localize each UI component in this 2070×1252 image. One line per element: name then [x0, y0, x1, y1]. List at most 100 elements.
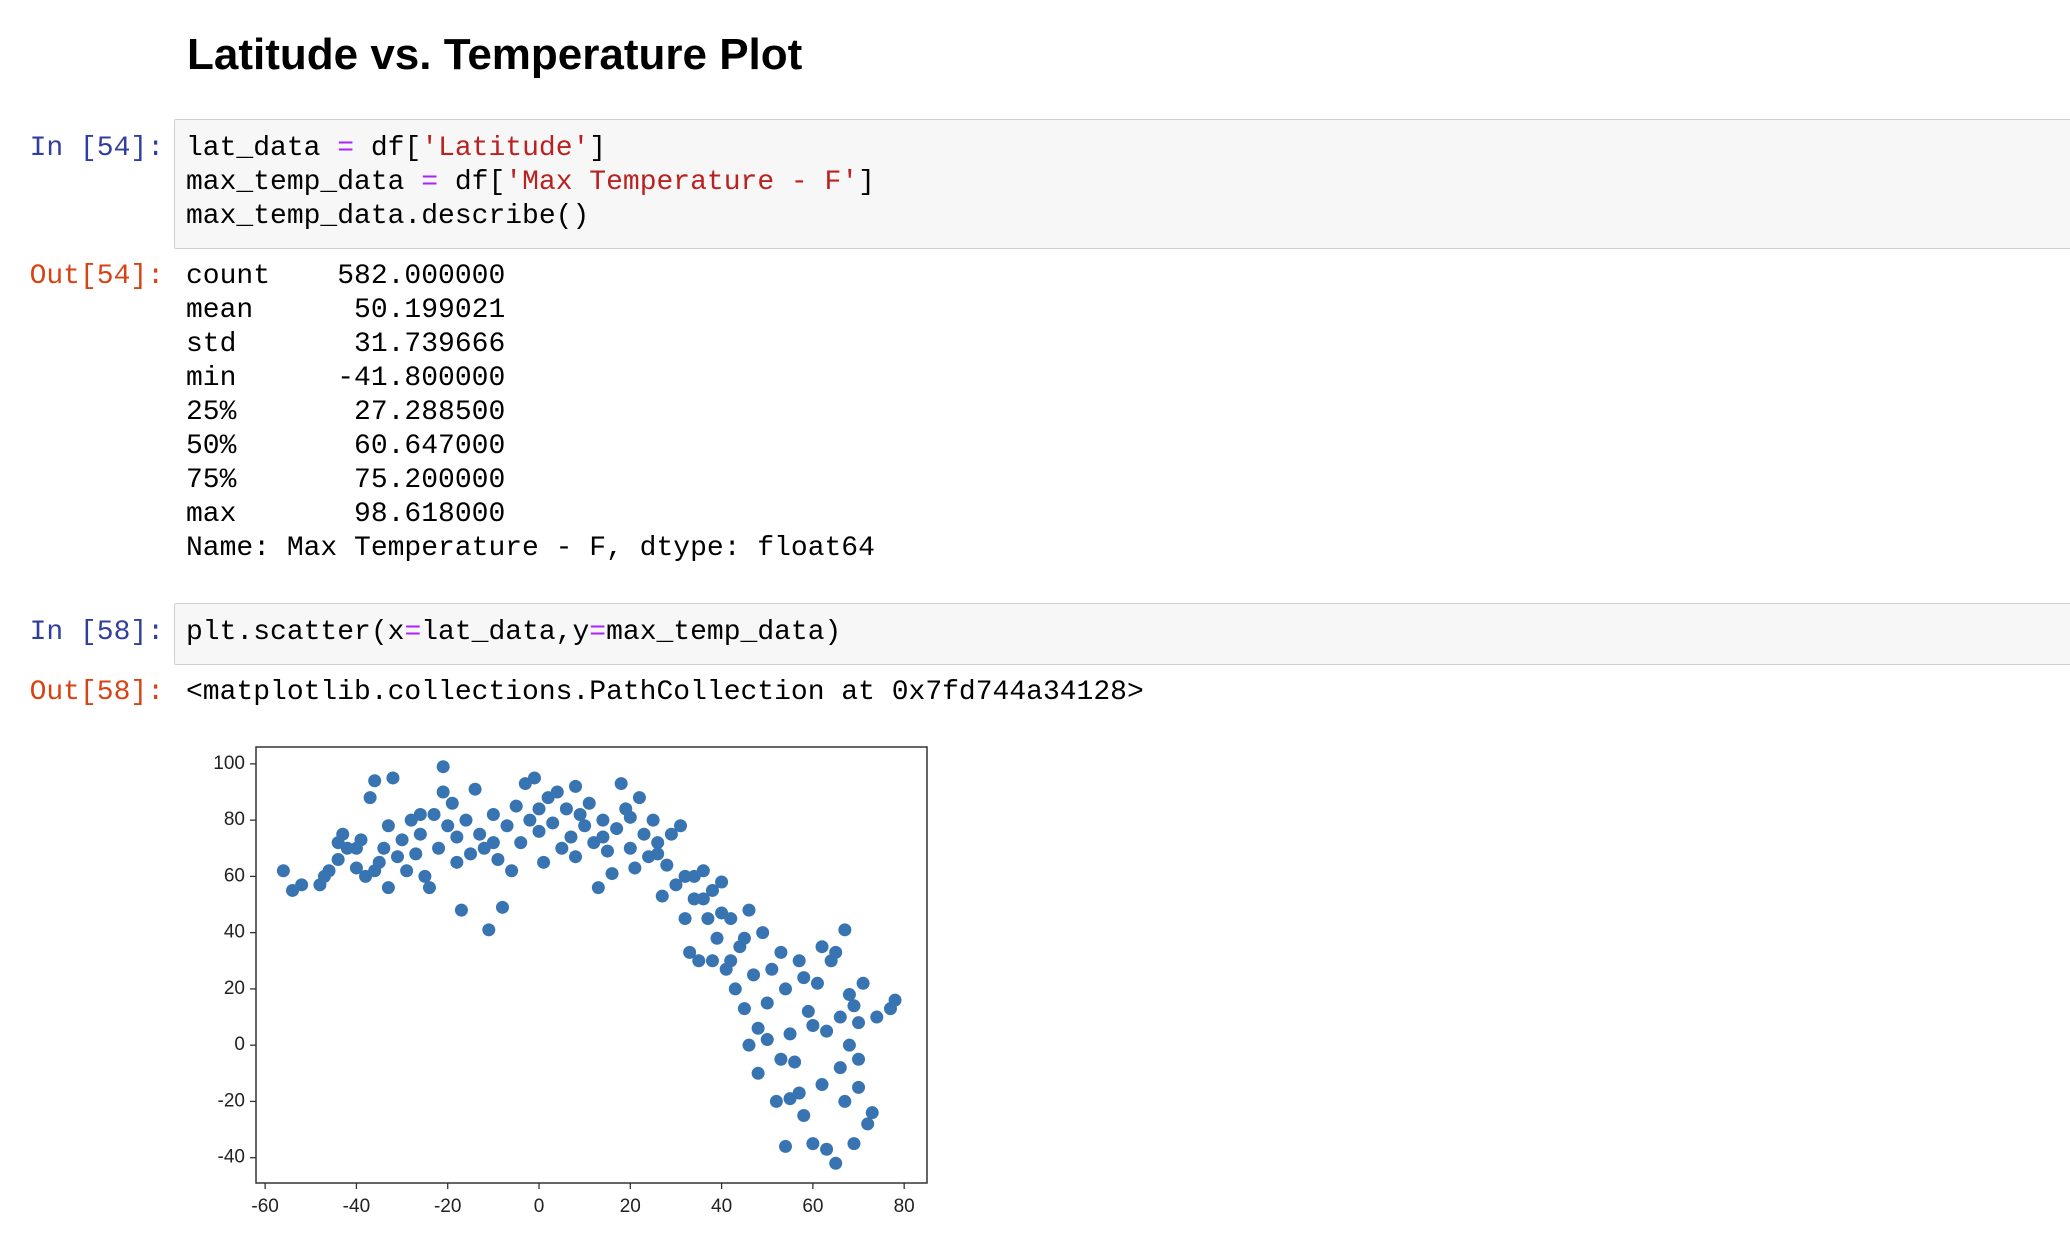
point [715, 875, 729, 889]
point [495, 900, 509, 914]
point [861, 1117, 875, 1131]
point [514, 836, 528, 850]
point [660, 858, 674, 872]
point [377, 841, 391, 855]
y-tick-label: 80 [224, 809, 245, 830]
point [532, 802, 546, 816]
point [550, 785, 564, 799]
point [883, 1002, 897, 1016]
point [852, 1016, 866, 1030]
point [491, 853, 505, 867]
point [596, 813, 610, 827]
point [778, 1139, 792, 1153]
point [669, 878, 683, 892]
out-prompt: Out[54]: [29, 261, 164, 292]
point [454, 903, 468, 917]
point [683, 945, 697, 959]
code-line: plt.scatter(x=lat_data,y=max_temp_data) [186, 617, 842, 648]
point [674, 819, 688, 833]
point [432, 841, 446, 855]
point [829, 1156, 843, 1170]
x-tick-label: 20 [620, 1196, 641, 1217]
point [527, 771, 541, 785]
output-line: count 582.000000 [186, 261, 506, 292]
point [486, 836, 500, 850]
code-cell [174, 119, 2070, 249]
point [842, 988, 856, 1002]
output-line: Name: Max Temperature - F, dtype: float6… [186, 533, 875, 564]
x-tick-label: -60 [251, 1196, 278, 1217]
point [820, 1142, 834, 1156]
point [687, 892, 701, 906]
point [806, 1137, 820, 1151]
point [852, 1080, 866, 1094]
point [395, 833, 409, 847]
point [847, 999, 861, 1013]
point [569, 850, 583, 864]
point [555, 841, 569, 855]
point [852, 1052, 866, 1066]
point [788, 1055, 802, 1069]
y-tick-label: 100 [213, 753, 245, 774]
point [651, 836, 665, 850]
point [450, 830, 464, 844]
point [413, 827, 427, 841]
point [655, 889, 669, 903]
point [737, 1002, 751, 1016]
point [705, 883, 719, 897]
heading: Latitude vs. Temperature Plot [187, 30, 803, 79]
point [742, 903, 756, 917]
x-tick-label: 0 [534, 1196, 545, 1217]
point [322, 864, 336, 878]
point [468, 782, 482, 796]
point [537, 855, 551, 869]
x-tick-label: -20 [434, 1196, 461, 1217]
point [751, 1021, 765, 1035]
point [701, 912, 715, 926]
point [765, 962, 779, 976]
point [728, 982, 742, 996]
point [582, 796, 596, 810]
out-prompt: Out[58]: [29, 677, 164, 708]
point [664, 827, 678, 841]
point [436, 760, 450, 774]
point [783, 1027, 797, 1041]
point [569, 779, 583, 793]
point [856, 976, 870, 990]
point [386, 771, 400, 785]
point [427, 808, 441, 822]
point [710, 931, 724, 945]
point [400, 864, 414, 878]
point [815, 940, 829, 954]
point [678, 869, 692, 883]
point [368, 774, 382, 788]
point [797, 1108, 811, 1122]
point [838, 923, 852, 937]
point [806, 1018, 820, 1032]
point [833, 1061, 847, 1075]
point [391, 850, 405, 864]
point [810, 976, 824, 990]
point [409, 847, 423, 861]
point [705, 954, 719, 968]
point [865, 1106, 879, 1120]
output-line: mean 50.199021 [186, 295, 506, 326]
point [815, 1078, 829, 1092]
point [632, 791, 646, 805]
output-line: 50% 60.647000 [186, 431, 506, 462]
point [774, 945, 788, 959]
point [646, 813, 660, 827]
code-line: lat_data = df['Latitude'] [186, 133, 607, 164]
point [628, 861, 642, 875]
point [842, 1038, 856, 1052]
point [464, 847, 478, 861]
point [792, 954, 806, 968]
point [596, 830, 610, 844]
point [445, 796, 459, 810]
point [564, 830, 578, 844]
point [847, 1137, 861, 1151]
point [331, 853, 345, 867]
point [610, 822, 624, 836]
point [422, 881, 436, 895]
